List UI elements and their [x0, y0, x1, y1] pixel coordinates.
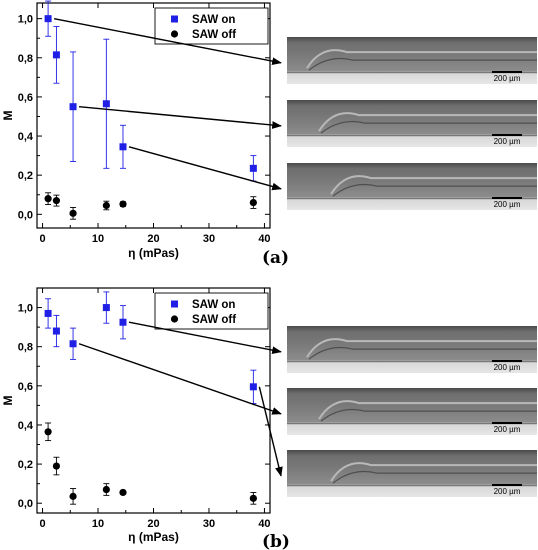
y-tick-label: 0,2 [18, 170, 33, 182]
pointer-arrow [53, 17, 282, 66]
data-point-saw-on [119, 318, 127, 326]
fluid-interface-shadow [308, 57, 537, 71]
x-tick-label: 20 [147, 233, 159, 245]
y-tick-label: 0,6 [18, 92, 33, 104]
legend-label: SAW off [192, 29, 236, 41]
pointer-arrow [78, 343, 282, 415]
y-tick-label: 0,0 [18, 498, 33, 510]
fluid-interface [318, 112, 537, 132]
microscope-image: 200 µm [287, 100, 537, 147]
scale-bar-label: 200 µm [494, 200, 521, 209]
data-point-saw-on [119, 143, 127, 151]
panel-label: (a) [262, 248, 289, 268]
x-tick-label: 20 [147, 518, 159, 530]
legend-box [154, 7, 269, 45]
x-tick-label: 40 [258, 233, 270, 245]
legend-marker-saw-off [170, 315, 179, 323]
legend-marker-saw-off [170, 30, 179, 38]
microscope-image: 200 µm [287, 450, 537, 497]
x-tick-label: 30 [203, 518, 215, 530]
data-point-saw-off [69, 492, 77, 500]
data-point-saw-off [69, 209, 77, 217]
data-point-saw-off [44, 195, 52, 203]
data-point-saw-on [69, 103, 77, 111]
data-point-saw-on [249, 164, 257, 172]
data-point-saw-on [69, 340, 77, 348]
microscope-image: 200 µm [287, 37, 537, 84]
fluid-interface-shadow [332, 470, 537, 484]
fluid-interface [306, 49, 537, 69]
fluid-interface [318, 400, 537, 420]
fluid-interface-shadow [320, 408, 537, 422]
fluid-interface [330, 175, 537, 195]
y-tick-label: 0,8 [18, 53, 33, 65]
legend-label: SAW on [192, 14, 235, 26]
y-tick-label: 0,6 [18, 381, 33, 393]
y-tick-label: 0,8 [18, 342, 33, 354]
y-tick-label: 0,2 [18, 459, 33, 471]
data-point-saw-off [102, 485, 110, 494]
scale-bar-label: 200 µm [494, 74, 521, 83]
data-point-saw-off [52, 197, 61, 205]
panel-label: (b) [262, 532, 290, 550]
fluid-interface [330, 462, 537, 482]
y-axis-label: M [1, 111, 15, 121]
scale-bar-label: 200 µm [494, 487, 521, 496]
y-tick-label: 1,0 [18, 303, 33, 315]
x-axis-label: η (mPas) [128, 246, 179, 260]
pointer-arrow [258, 386, 283, 477]
data-point-saw-on [249, 383, 257, 391]
legend-label: SAW off [192, 314, 236, 326]
y-tick-label: 1,0 [18, 14, 33, 26]
data-point-saw-on [102, 304, 110, 312]
legend-label: SAW on [192, 299, 235, 311]
chart-panel-b: 0 10 20 30 40 0,0 0,2 0,4 0,6 0,8 1,0 η (mPas) M SAW … [1, 287, 537, 550]
microscope-image: 200 µm [287, 326, 537, 373]
x-tick-label: 0 [39, 518, 45, 530]
y-tick-label: 0,4 [18, 420, 34, 432]
data-point-saw-off [119, 200, 127, 208]
data-point-saw-off [119, 488, 127, 497]
x-axis-label: η (mPas) [128, 530, 179, 544]
pointer-arrow [128, 146, 282, 191]
data-point-saw-off [52, 462, 61, 470]
microscope-image: 200 µm [287, 163, 537, 210]
fluid-interface-shadow [308, 346, 537, 360]
y-axis-label: M [1, 396, 15, 406]
data-point-saw-on [52, 327, 60, 335]
x-tick-label: 10 [92, 518, 104, 530]
data-point-saw-off [102, 201, 110, 210]
data-point-saw-off [249, 494, 257, 502]
data-point-saw-on [52, 51, 60, 59]
x-tick-label: 0 [39, 233, 45, 245]
data-point-saw-on [44, 15, 52, 23]
data-point-saw-on [102, 100, 110, 108]
chart-panel-a: 0 10 20 30 40 0,0 0,2 0,4 0,6 0,8 1,0 η (mPas) M SAW … [1, 0, 537, 268]
y-tick-label: 0,4 [18, 131, 34, 143]
pointer-arrow [128, 321, 282, 355]
microscope-image: 200 µm [287, 388, 537, 435]
x-tick-label: 40 [258, 518, 270, 530]
x-tick-label: 10 [92, 233, 104, 245]
x-tick-label: 30 [203, 233, 215, 245]
scale-bar-label: 200 µm [494, 363, 521, 372]
y-tick-label: 0,0 [18, 209, 33, 221]
pointer-arrow [78, 105, 282, 129]
data-point-saw-on [44, 309, 52, 317]
data-point-saw-off [249, 198, 257, 207]
fluid-interface-shadow [320, 120, 537, 134]
scale-bar-label: 200 µm [494, 425, 521, 434]
legend-marker-saw-on [171, 300, 178, 308]
data-point-saw-off [44, 428, 52, 436]
legend-marker-saw-on [171, 15, 178, 23]
fluid-interface [306, 338, 537, 358]
legend-box [154, 292, 269, 330]
fluid-interface-shadow [332, 183, 537, 197]
scale-bar-label: 200 µm [494, 137, 521, 146]
